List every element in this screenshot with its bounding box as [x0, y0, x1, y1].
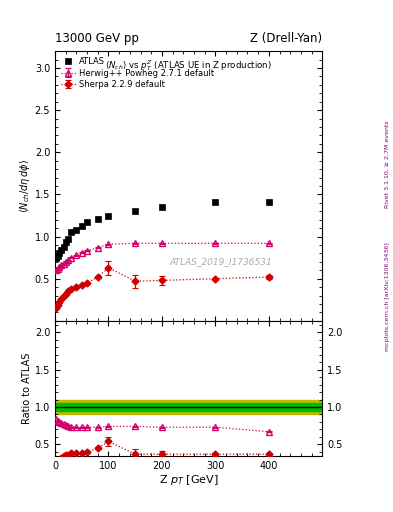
Y-axis label: $\langle N_{ch}/d\eta\, d\phi\rangle$: $\langle N_{ch}/d\eta\, d\phi\rangle$ [18, 159, 32, 213]
ATLAS [63, 240, 68, 246]
Text: ATLAS_2019_I1736531: ATLAS_2019_I1736531 [169, 257, 272, 266]
ATLAS [61, 244, 66, 250]
ATLAS [266, 199, 271, 205]
ATLAS [213, 199, 218, 205]
ATLAS [95, 216, 100, 222]
ATLAS [160, 204, 164, 210]
Y-axis label: Ratio to ATLAS: Ratio to ATLAS [22, 353, 32, 424]
Text: Rivet 3.1.10, ≥ 2.7M events: Rivet 3.1.10, ≥ 2.7M events [385, 120, 389, 208]
ATLAS [74, 227, 79, 233]
ATLAS [133, 208, 138, 215]
ATLAS [59, 247, 64, 253]
Text: $\langle N_{ch}\rangle$ vs $p_T^Z$ (ATLAS UE in Z production): $\langle N_{ch}\rangle$ vs $p_T^Z$ (ATLA… [105, 58, 272, 73]
ATLAS [79, 223, 84, 229]
Text: mcplots.cern.ch [arXiv:1306.3436]: mcplots.cern.ch [arXiv:1306.3436] [385, 243, 389, 351]
Text: 13000 GeV pp: 13000 GeV pp [55, 32, 139, 45]
ATLAS [54, 254, 59, 261]
Legend: ATLAS, Herwig++ Powheg 2.7.1 default, Sherpa 2.2.9 default: ATLAS, Herwig++ Powheg 2.7.1 default, Sh… [59, 55, 216, 91]
ATLAS [69, 229, 73, 236]
ATLAS [106, 214, 111, 220]
X-axis label: Z $p_T$ [GeV]: Z $p_T$ [GeV] [159, 473, 219, 487]
Text: Z (Drell-Yan): Z (Drell-Yan) [250, 32, 322, 45]
Line: ATLAS: ATLAS [53, 199, 272, 261]
ATLAS [57, 250, 62, 257]
ATLAS [85, 219, 90, 225]
ATLAS [66, 236, 71, 242]
ATLAS [55, 253, 60, 259]
